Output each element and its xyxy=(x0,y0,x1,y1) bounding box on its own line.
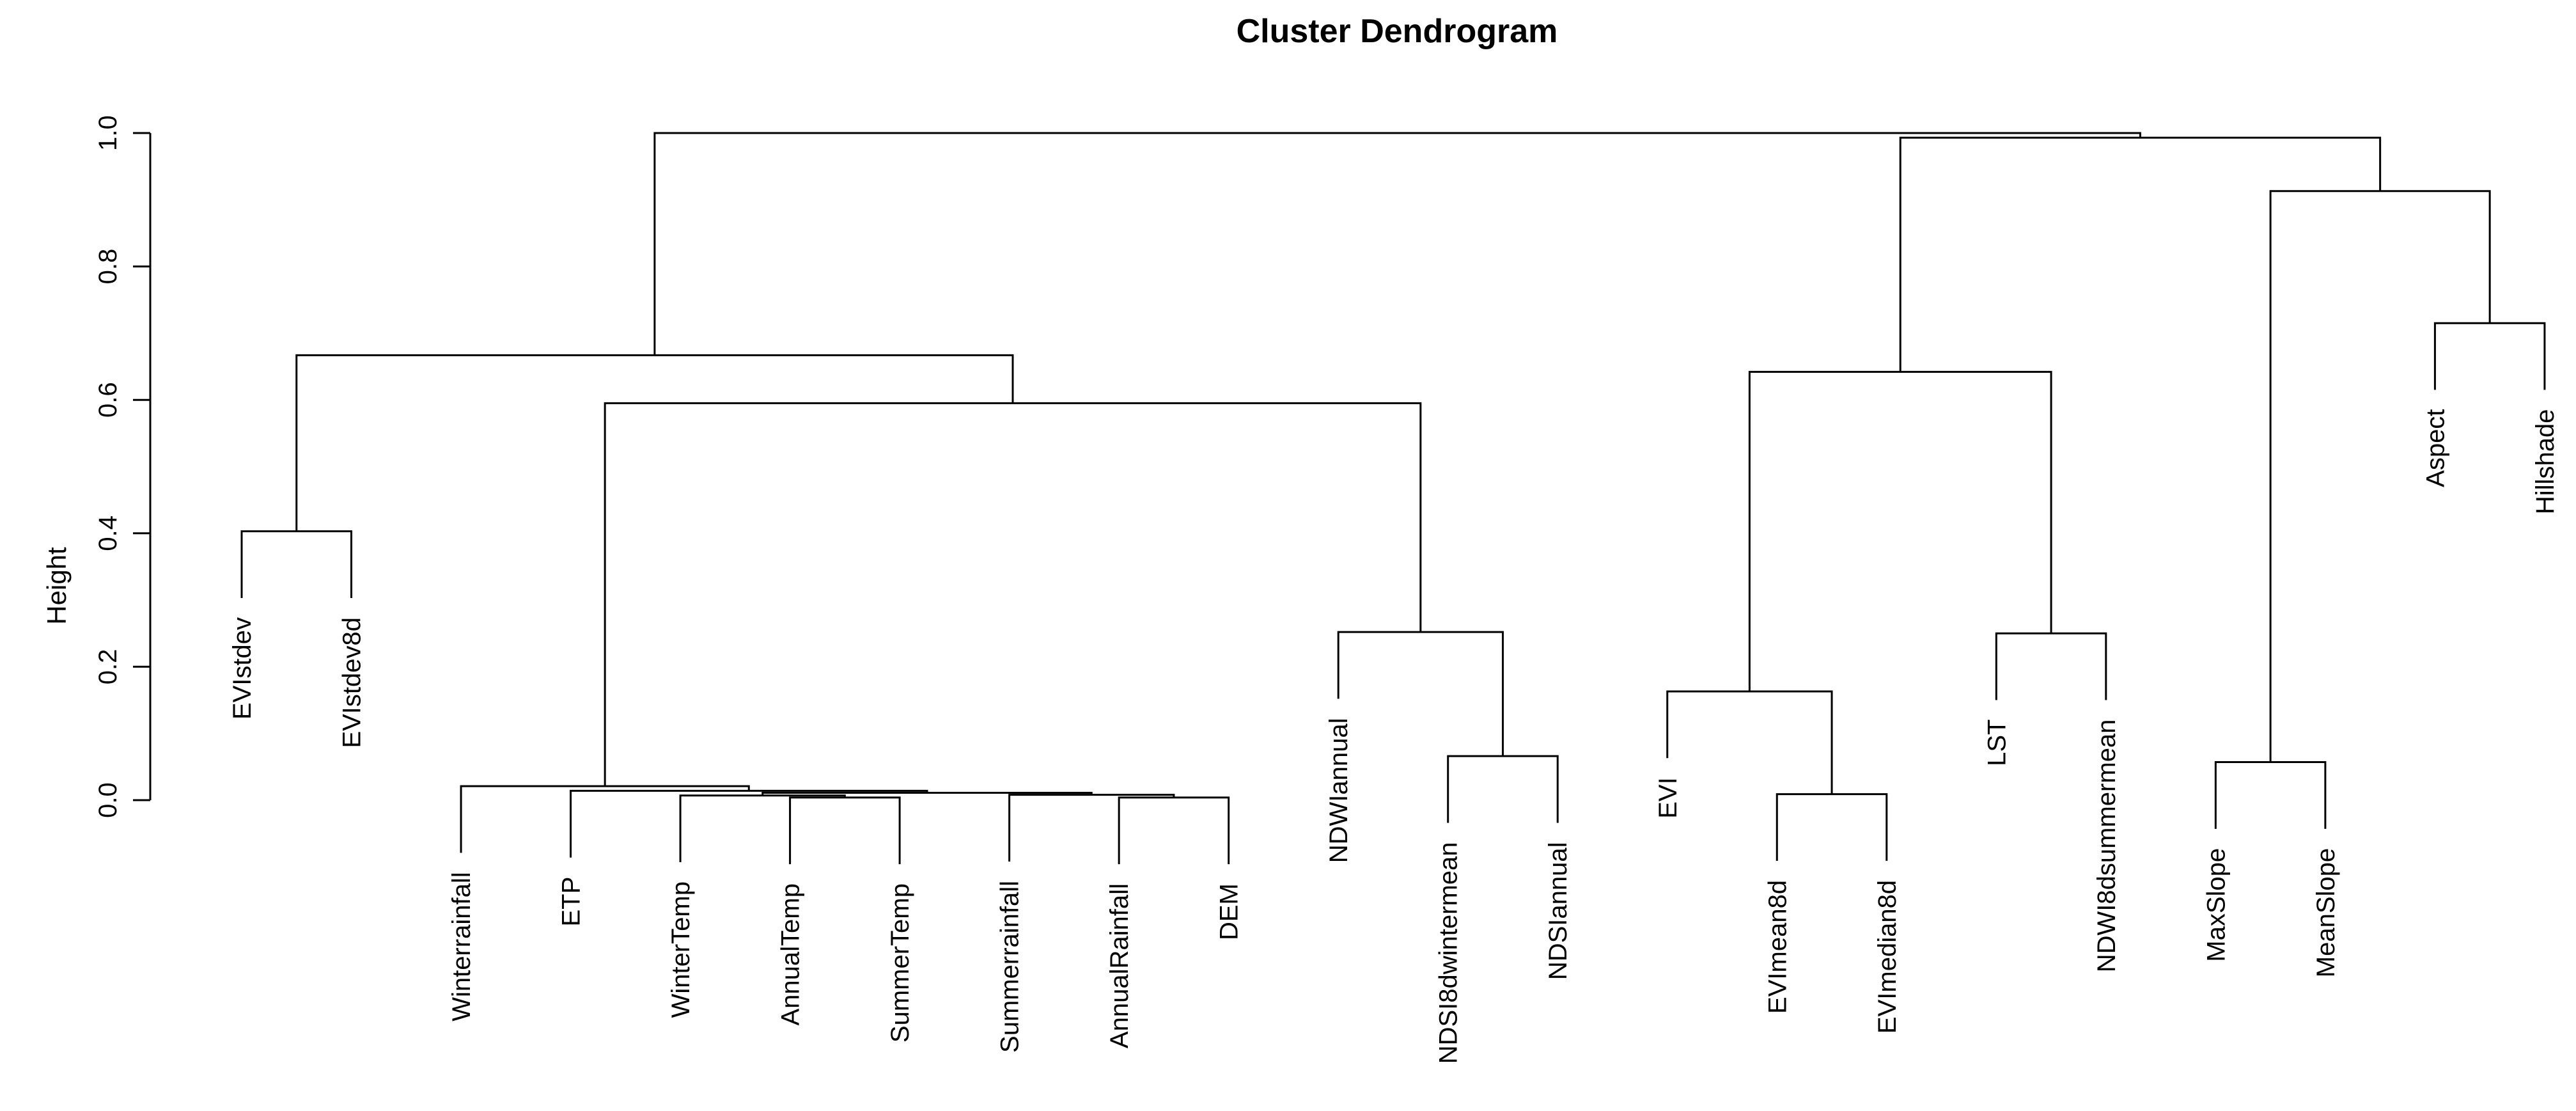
y-tick-label-0.0: 0.0 xyxy=(94,782,122,818)
merge-m7 xyxy=(570,789,928,858)
merge-m17 xyxy=(2214,761,2327,829)
leaf-label-DEM: DEM xyxy=(1215,883,1244,940)
leaf-label-WinterTemp: WinterTemp xyxy=(667,881,695,1018)
leaf-label-EVImean8d: EVImean8d xyxy=(1763,880,1791,1014)
leaf-label-Hillshade: Hillshade xyxy=(2531,409,2559,515)
leaf-label-EVIstdev: EVIstdev xyxy=(228,617,256,720)
y-tick-label-1.0: 1.0 xyxy=(94,115,122,151)
leaf-label-MeanSlope: MeanSlope xyxy=(2312,848,2340,977)
y-tick-label-0.8: 0.8 xyxy=(94,249,122,285)
y-axis: 0.0 0.2 0.4 0.6 0.8 1.0 xyxy=(94,115,152,818)
merge-m13 xyxy=(1776,793,1888,861)
merge-m14 xyxy=(1666,690,1833,794)
merge-m6 xyxy=(761,792,1093,796)
leaf-label-NDWIannual: NDWIannual xyxy=(1325,718,1353,863)
chart-title: Cluster Dendrogram xyxy=(1237,13,1558,50)
merge-m21 xyxy=(653,132,2141,356)
leaf-label-Summerrainfall: Summerrainfall xyxy=(996,881,1024,1053)
leaf-label-NDSIannual: NDSIannual xyxy=(1544,842,1572,980)
merge-m2 xyxy=(789,796,901,865)
merge-m20 xyxy=(1899,136,2382,372)
leaf-label-AnnualRainfall: AnnualRainfall xyxy=(1105,883,1134,1048)
y-tick-label-0.4: 0.4 xyxy=(94,516,122,551)
leaf-label-EVImedian8d: EVImedian8d xyxy=(1873,880,1901,1034)
leaf-label-NDWI8dsummermean: NDWI8dsummermean xyxy=(2093,720,2121,973)
leaf-label-SummerTemp: SummerTemp xyxy=(886,883,914,1043)
merge-m15 xyxy=(1995,632,2107,700)
y-tick-label-0.6: 0.6 xyxy=(94,382,122,418)
leaf-label-EVI: EVI xyxy=(1654,777,1682,818)
merge-m3 xyxy=(679,794,846,862)
leaf-label-EVIstdev8d: EVIstdev8d xyxy=(338,617,366,748)
y-axis-title: Height xyxy=(42,547,72,625)
merge-m19 xyxy=(2269,190,2491,762)
merge-m10 xyxy=(1337,631,1504,757)
merge-m1 xyxy=(240,530,353,598)
leaf-label-NDSI8dwintermean: NDSI8dwintermean xyxy=(1435,842,1463,1064)
y-tick-label-0.2: 0.2 xyxy=(94,649,122,685)
leaf-label-MaxSlope: MaxSlope xyxy=(2202,848,2230,962)
merge-m11 xyxy=(604,402,1422,787)
leaf-labels: EVIstdev EVIstdev8d Winterrainfall ETP Winte… xyxy=(228,409,2559,1064)
leaf-label-ETP: ETP xyxy=(558,877,586,927)
merge-m4 xyxy=(1118,796,1230,865)
merge-m9 xyxy=(1447,755,1559,823)
dendrogram-tree xyxy=(240,132,2546,865)
merge-m12 xyxy=(295,354,1014,532)
leaf-label-AnnualTemp: AnnualTemp xyxy=(777,883,805,1025)
leaf-label-Winterrainfall: Winterrainfall xyxy=(448,872,476,1021)
merge-m8 xyxy=(460,785,750,853)
leaf-label-Aspect: Aspect xyxy=(2421,409,2449,487)
merge-m18 xyxy=(2433,322,2546,390)
leaf-label-LST: LST xyxy=(1983,720,2011,766)
merge-m16 xyxy=(1748,370,2052,691)
merge-m5 xyxy=(1008,794,1175,862)
